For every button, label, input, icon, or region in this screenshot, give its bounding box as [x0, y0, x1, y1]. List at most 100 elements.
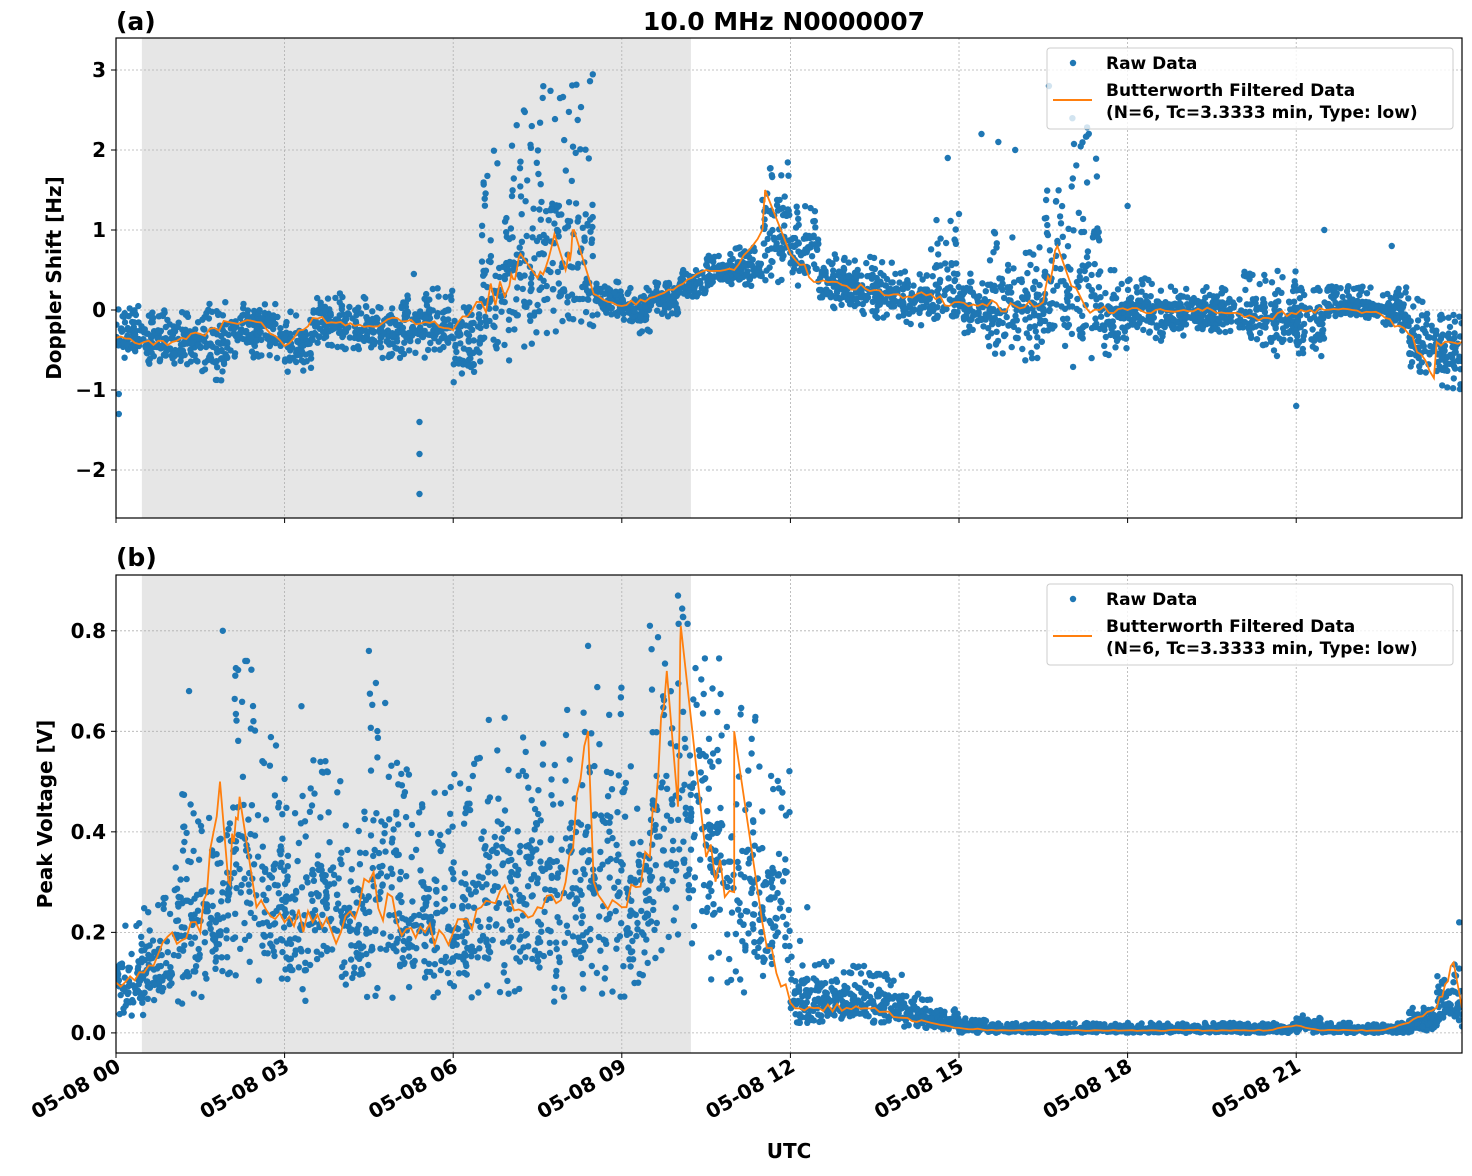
raw-data-point — [282, 335, 288, 341]
raw-data-point — [260, 892, 266, 898]
raw-data-point — [943, 240, 949, 246]
raw-data-point — [670, 878, 676, 884]
raw-data-point — [1083, 276, 1089, 282]
raw-data-point — [308, 785, 314, 791]
raw-data-point — [863, 260, 869, 266]
raw-data-point — [482, 954, 488, 960]
raw-data-point — [433, 887, 439, 893]
raw-data-point — [724, 875, 730, 881]
raw-data-point — [374, 728, 380, 734]
raw-data-point — [517, 159, 523, 165]
raw-data-point — [1301, 292, 1307, 298]
raw-data-point — [521, 107, 527, 113]
raw-data-point — [466, 304, 472, 310]
raw-data-point — [576, 296, 582, 302]
raw-data-point — [934, 304, 940, 310]
raw-data-point — [582, 147, 588, 153]
raw-data-point — [1387, 308, 1393, 314]
raw-data-point — [1438, 312, 1444, 318]
raw-data-point — [1050, 287, 1056, 293]
raw-data-point — [507, 850, 513, 856]
raw-data-point — [575, 218, 581, 224]
raw-data-point — [250, 703, 256, 709]
raw-data-point — [161, 906, 167, 912]
raw-data-point — [416, 451, 422, 457]
raw-data-point — [1446, 330, 1452, 336]
raw-data-point — [250, 718, 256, 724]
raw-data-point — [520, 286, 526, 292]
raw-data-point — [295, 936, 301, 942]
raw-data-point — [1450, 312, 1456, 318]
raw-data-point — [641, 949, 647, 955]
raw-data-point — [613, 946, 619, 952]
raw-data-point — [378, 344, 384, 350]
raw-data-point — [758, 261, 764, 267]
raw-data-point — [308, 365, 314, 371]
raw-data-point — [402, 789, 408, 795]
raw-data-point — [449, 288, 455, 294]
raw-data-point — [374, 985, 380, 991]
raw-data-point — [463, 930, 469, 936]
raw-data-point — [147, 927, 153, 933]
raw-data-point — [517, 183, 523, 189]
raw-data-point — [696, 747, 702, 753]
raw-data-point — [388, 866, 394, 872]
raw-data-point — [607, 814, 613, 820]
raw-data-point — [679, 274, 685, 280]
raw-data-point — [619, 307, 625, 313]
raw-data-point — [1158, 288, 1164, 294]
raw-data-point — [283, 319, 289, 325]
raw-data-point — [1181, 320, 1187, 326]
raw-data-point — [477, 924, 483, 930]
raw-data-point — [202, 366, 208, 372]
raw-data-point — [679, 787, 685, 793]
raw-data-point — [781, 222, 787, 228]
raw-data-point — [716, 262, 722, 268]
raw-data-point — [593, 281, 599, 287]
raw-data-point — [570, 933, 576, 939]
raw-data-point — [604, 838, 610, 844]
raw-data-point — [412, 328, 418, 334]
raw-data-point — [464, 971, 470, 977]
raw-data-point — [1340, 294, 1346, 300]
raw-data-point — [307, 350, 313, 356]
raw-data-point — [647, 867, 653, 873]
raw-data-point — [706, 736, 712, 742]
figure-title: 10.0 MHz N0000007 — [643, 7, 925, 36]
raw-data-point — [728, 977, 734, 983]
raw-data-point — [400, 325, 406, 331]
raw-data-point — [232, 673, 238, 679]
raw-data-point — [659, 876, 665, 882]
raw-data-point — [274, 314, 280, 320]
raw-data-point — [615, 851, 621, 857]
raw-data-point — [622, 814, 628, 820]
raw-data-point — [288, 967, 294, 973]
raw-data-point — [559, 318, 565, 324]
raw-data-point — [789, 269, 795, 275]
raw-data-point — [679, 605, 685, 611]
raw-data-point — [1444, 368, 1450, 374]
raw-data-point — [1069, 183, 1075, 189]
raw-data-point — [650, 907, 656, 913]
raw-data-point — [501, 828, 507, 834]
raw-data-point — [213, 954, 219, 960]
raw-data-point — [1053, 198, 1059, 204]
raw-data-point — [412, 958, 418, 964]
raw-data-point — [212, 966, 218, 972]
raw-data-point — [343, 981, 349, 987]
raw-data-point — [524, 931, 530, 937]
raw-data-point — [967, 279, 973, 285]
raw-data-point — [325, 809, 331, 815]
raw-data-point — [782, 193, 788, 199]
raw-data-point — [573, 914, 579, 920]
raw-data-point — [582, 943, 588, 949]
raw-data-point — [125, 965, 131, 971]
raw-data-point — [225, 826, 231, 832]
raw-data-point — [1108, 331, 1114, 337]
raw-data-point — [600, 818, 606, 824]
raw-data-point — [653, 862, 659, 868]
raw-data-point — [466, 886, 472, 892]
raw-data-point — [540, 868, 546, 874]
raw-data-point — [1085, 248, 1091, 254]
raw-data-point — [662, 302, 668, 308]
